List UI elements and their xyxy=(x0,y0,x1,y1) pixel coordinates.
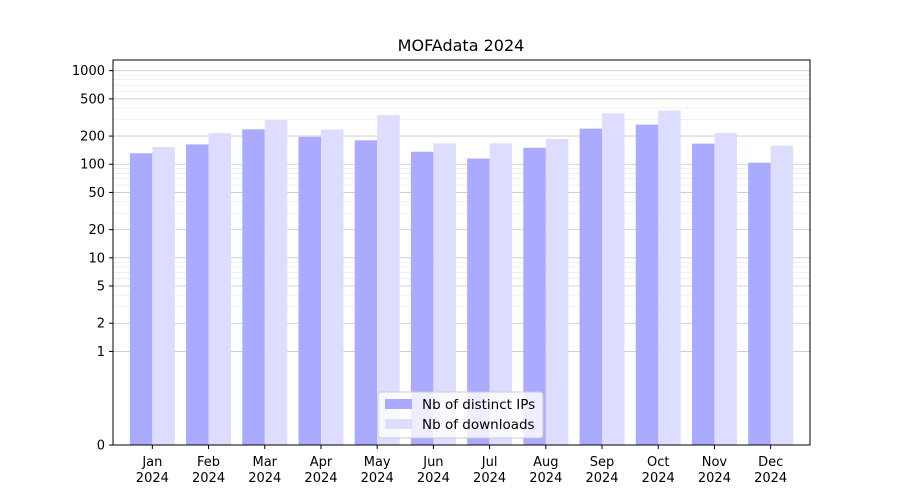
bar-distinct-ips xyxy=(635,124,659,445)
legend-box xyxy=(377,391,544,439)
bar-distinct-ips xyxy=(691,143,715,445)
bar-downloads xyxy=(208,133,232,446)
y-tick-label: 20 xyxy=(88,223,105,238)
y-tick-label: 200 xyxy=(80,130,105,145)
legend-swatch xyxy=(385,399,412,409)
bar-downloads xyxy=(320,129,344,445)
bars xyxy=(129,110,794,446)
bar-downloads xyxy=(602,113,625,446)
legend-swatch xyxy=(385,419,412,429)
bar-downloads xyxy=(152,146,175,446)
chart-title: MOFAdata 2024 xyxy=(398,36,525,55)
bar-downloads xyxy=(264,120,288,445)
bar-distinct-ips xyxy=(523,147,546,445)
bar-downloads xyxy=(658,110,681,446)
x-tick-label: Dec 2024 xyxy=(754,455,787,486)
x-tick-label: Jul 2024 xyxy=(473,455,506,486)
x-tick-label: Sep 2024 xyxy=(585,455,618,486)
plot-frame xyxy=(112,59,811,446)
x-tick-label: Jan 2024 xyxy=(136,455,169,486)
y-tick-label: 2 xyxy=(97,317,105,332)
x-tick-label: Apr 2024 xyxy=(304,455,337,486)
bar-downloads xyxy=(714,133,737,446)
x-tick-label: Mar 2024 xyxy=(248,455,281,486)
y-tick-label: 0 xyxy=(97,439,105,454)
y-tick-label: 5 xyxy=(97,280,105,295)
x-tick-label: Jun 2024 xyxy=(417,455,450,486)
bar-distinct-ips xyxy=(242,129,265,445)
legend: Nb of distinct IPs Nb of downloads xyxy=(377,391,544,439)
legend-label: Nb of downloads xyxy=(422,417,535,433)
y-tick-label: 1000 xyxy=(72,64,105,79)
bar-downloads xyxy=(377,115,400,446)
bar-downloads xyxy=(770,145,794,445)
bar-downloads xyxy=(545,138,569,445)
bar-downloads xyxy=(433,143,456,446)
bar-distinct-ips xyxy=(748,162,771,445)
bar-distinct-ips xyxy=(467,158,490,445)
y-tick-label: 50 xyxy=(88,186,105,201)
x-tick-label: Nov 2024 xyxy=(698,455,731,486)
x-tick-label: May 2024 xyxy=(361,455,394,486)
axes: 0 1 2 5 10 20 50 100 200 500 1000 Jan 2024 Feb 2024 Mar… xyxy=(72,59,811,486)
bar-distinct-ips xyxy=(129,153,153,445)
legend-label: Nb of distinct IPs xyxy=(422,397,535,413)
y-tick-label: 10 xyxy=(88,251,105,266)
bar-distinct-ips xyxy=(579,128,603,445)
bar-distinct-ips xyxy=(410,151,434,445)
y-tick-label: 500 xyxy=(80,92,105,107)
bar-distinct-ips xyxy=(186,144,209,445)
x-tick-label: Oct 2024 xyxy=(642,455,675,486)
x-tick-label: Feb 2024 xyxy=(192,455,225,486)
bar-downloads xyxy=(489,143,513,446)
bar-distinct-ips xyxy=(354,140,378,445)
x-tick-label: Aug 2024 xyxy=(529,455,562,486)
y-tick-label: 1 xyxy=(97,345,105,360)
y-tick-label: 100 xyxy=(80,158,105,173)
bar-distinct-ips xyxy=(298,136,321,446)
